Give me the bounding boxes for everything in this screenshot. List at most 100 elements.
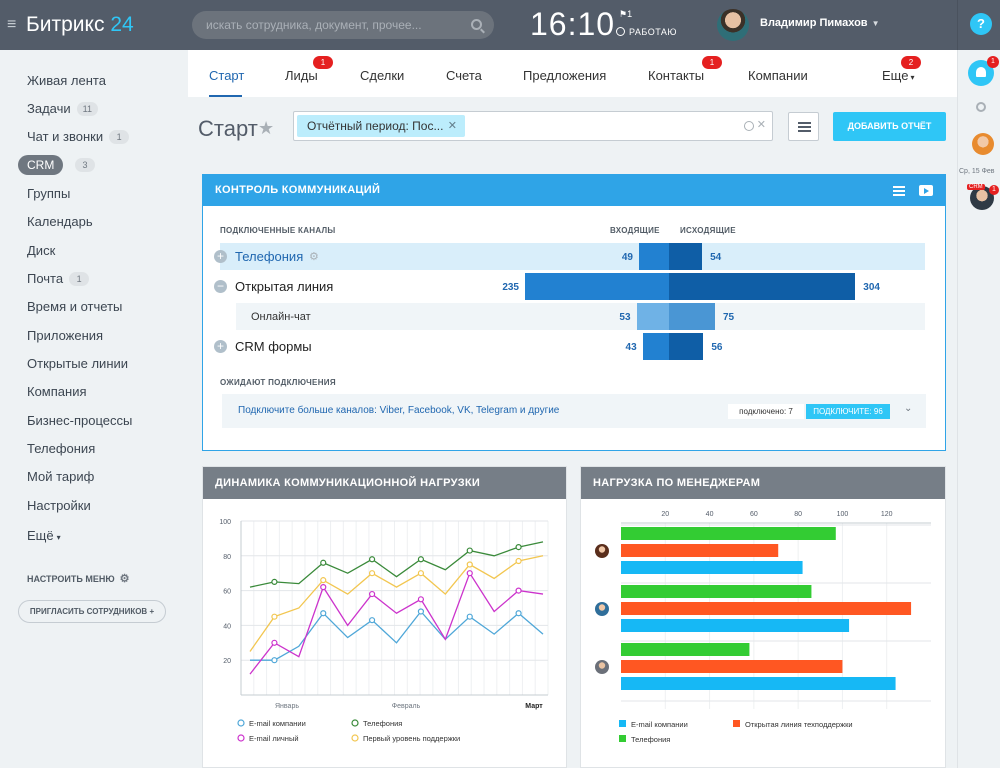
sidebar-item-apps[interactable]: Приложения <box>27 328 104 343</box>
tab-more[interactable]: Еще ▾ <box>882 68 914 83</box>
sidebar-item-telephony[interactable]: Телефония <box>27 441 96 456</box>
x-tick-label: Март <box>525 703 543 710</box>
sidebar-item-chat[interactable]: Чат и звонки 1 <box>27 129 130 144</box>
list-view-button[interactable] <box>788 112 819 141</box>
outgoing-bar <box>669 333 704 360</box>
channel-row-crm-forms[interactable]: + CRM формы 43 56 <box>214 333 925 360</box>
work-status[interactable]: РАБОТАЮ <box>616 27 677 37</box>
x-tick-label: 20 <box>661 511 669 518</box>
chevron-down-icon[interactable]: ⌄ <box>904 403 913 414</box>
logo-text: Битрикс <box>26 13 105 36</box>
x-tick-label: 120 <box>881 511 893 518</box>
flag-icon[interactable]: ⚑1 <box>619 9 633 19</box>
chevron-down-icon: ▾ <box>56 533 61 542</box>
sidebar-item-calendar[interactable]: Календарь <box>27 214 93 229</box>
legend-label: Первый уровень поддержки <box>363 734 460 743</box>
plus-icon[interactable]: + <box>214 250 227 263</box>
tab-quotes[interactable]: Предложения <box>523 68 607 83</box>
sidebar-item-company[interactable]: Компания <box>27 384 87 399</box>
outgoing-value: 75 <box>722 312 735 323</box>
search-icon[interactable] <box>744 121 754 131</box>
sidebar-item-time-reports[interactable]: Время и отчеты <box>27 299 123 314</box>
data-point <box>320 610 327 617</box>
data-point <box>466 561 473 568</box>
incoming-bar <box>636 303 669 330</box>
data-point <box>515 557 522 565</box>
data-point <box>271 657 278 664</box>
x-tick-label: Январь <box>275 703 299 710</box>
tab-leads[interactable]: Лиды <box>285 68 318 83</box>
tab-companies[interactable]: Компании <box>748 68 808 83</box>
data-point <box>368 590 376 598</box>
tab-invoices[interactable]: Счета <box>446 68 482 83</box>
sidebar-item-tasks[interactable]: Задачи 11 <box>27 101 98 116</box>
legend-marker <box>619 735 626 742</box>
incoming-label: ВХОДЯЩИЕ <box>610 226 660 235</box>
outgoing-value: 304 <box>863 282 880 293</box>
bar <box>621 677 896 690</box>
avatar-face <box>598 546 606 553</box>
sidebar-item-groups[interactable]: Группы <box>27 186 71 201</box>
data-point <box>368 556 376 563</box>
global-search-input[interactable]: искать сотрудника, документ, прочее... <box>192 11 494 39</box>
sidebar-item-label: Ещё <box>27 528 54 543</box>
clock[interactable]: 16:10 <box>530 6 616 42</box>
outgoing-label: ИСХОДЯЩИЕ <box>680 226 736 235</box>
invite-button[interactable]: ПРИГЛАСИТЬ СОТРУДНИКОВ + <box>18 600 166 623</box>
legend-marker <box>237 719 245 727</box>
y-tick-label: 100 <box>219 519 231 526</box>
video-icon[interactable] <box>919 185 933 196</box>
sidebar-item-open-lines[interactable]: Открытые линии <box>27 356 129 371</box>
tab-badge: 1 <box>702 56 722 69</box>
sidebar-item-crm[interactable]: CRM <box>18 155 64 175</box>
minus-icon[interactable]: − <box>214 280 227 293</box>
sidebar-item-mail[interactable]: Почта 1 <box>27 271 90 286</box>
star-icon[interactable]: ★ <box>258 118 275 138</box>
logo[interactable]: Битрикс 24 <box>26 13 134 37</box>
incoming-value: 53 <box>619 312 631 323</box>
series-line <box>249 541 544 588</box>
list-icon[interactable] <box>893 186 905 188</box>
counter-badge: 1 <box>69 272 90 286</box>
widget-title: НАГРУЗКА ПО МЕНЕДЖЕРАМ <box>581 467 945 499</box>
outgoing-bar <box>669 303 715 330</box>
configure-menu-button[interactable]: НАСТРОИТЬ МЕНЮ ⚙ <box>27 572 130 585</box>
channel-row-telephony[interactable]: + Телефония ⚙ 49 54 <box>214 243 925 270</box>
plus-icon[interactable]: + <box>214 340 227 353</box>
user-avatar[interactable] <box>717 9 749 41</box>
sidebar-item-feed[interactable]: Живая лента <box>27 73 106 88</box>
tab-deals[interactable]: Сделки <box>360 68 405 83</box>
sidebar-item-more[interactable]: Ещё ▾ <box>27 528 61 543</box>
search-icon[interactable] <box>976 102 986 112</box>
filter-input[interactable]: Отчётный период: Пос... ✕ ✕ <box>293 111 773 141</box>
legend-label: Телефония <box>363 719 402 728</box>
connect-more-link[interactable]: Подключите больше каналов: Viber, Facebo… <box>238 405 560 416</box>
hamburger-icon[interactable]: ≡ <box>7 16 17 33</box>
channel-name[interactable]: Телефония <box>235 249 304 264</box>
close-icon[interactable]: ✕ <box>447 120 457 132</box>
channel-row-online-chat[interactable]: Онлайн-чат 53 75 <box>236 303 925 330</box>
sidebar-item-disk[interactable]: Диск <box>27 243 56 258</box>
counter-badge: 11 <box>76 102 98 116</box>
help-button[interactable]: ? <box>970 13 992 35</box>
channel-name: CRM формы <box>235 339 312 354</box>
counter-badge: 3 <box>75 158 95 172</box>
user-menu[interactable]: Владимир Пимахов ▼ <box>760 17 880 29</box>
series-line <box>249 555 544 652</box>
sidebar-item-bizproc[interactable]: Бизнес-процессы <box>27 413 133 428</box>
search-icon[interactable] <box>471 19 482 30</box>
bar <box>621 527 836 540</box>
channel-row-open-line[interactable]: − Открытая линия 235 304 <box>214 273 925 300</box>
sidebar-item-tariff[interactable]: Мой тариф <box>27 469 95 484</box>
flag-count: 1 <box>627 9 633 19</box>
connect-button[interactable]: ПОДКЛЮЧИТЕ: 96 <box>806 404 890 419</box>
filter-tag[interactable]: Отчётный период: Пос... ✕ <box>297 115 465 137</box>
tab-contacts[interactable]: Контакты <box>648 68 705 83</box>
tab-start[interactable]: Старт <box>209 68 245 83</box>
y-tick-label: 60 <box>223 589 231 596</box>
gear-icon[interactable]: ⚙ <box>309 251 319 263</box>
clear-icon[interactable]: ✕ <box>756 119 766 131</box>
sidebar-item-settings[interactable]: Настройки <box>27 498 91 513</box>
add-report-button[interactable]: ДОБАВИТЬ ОТЧЁТ <box>833 112 946 141</box>
avatar[interactable] <box>972 133 994 155</box>
